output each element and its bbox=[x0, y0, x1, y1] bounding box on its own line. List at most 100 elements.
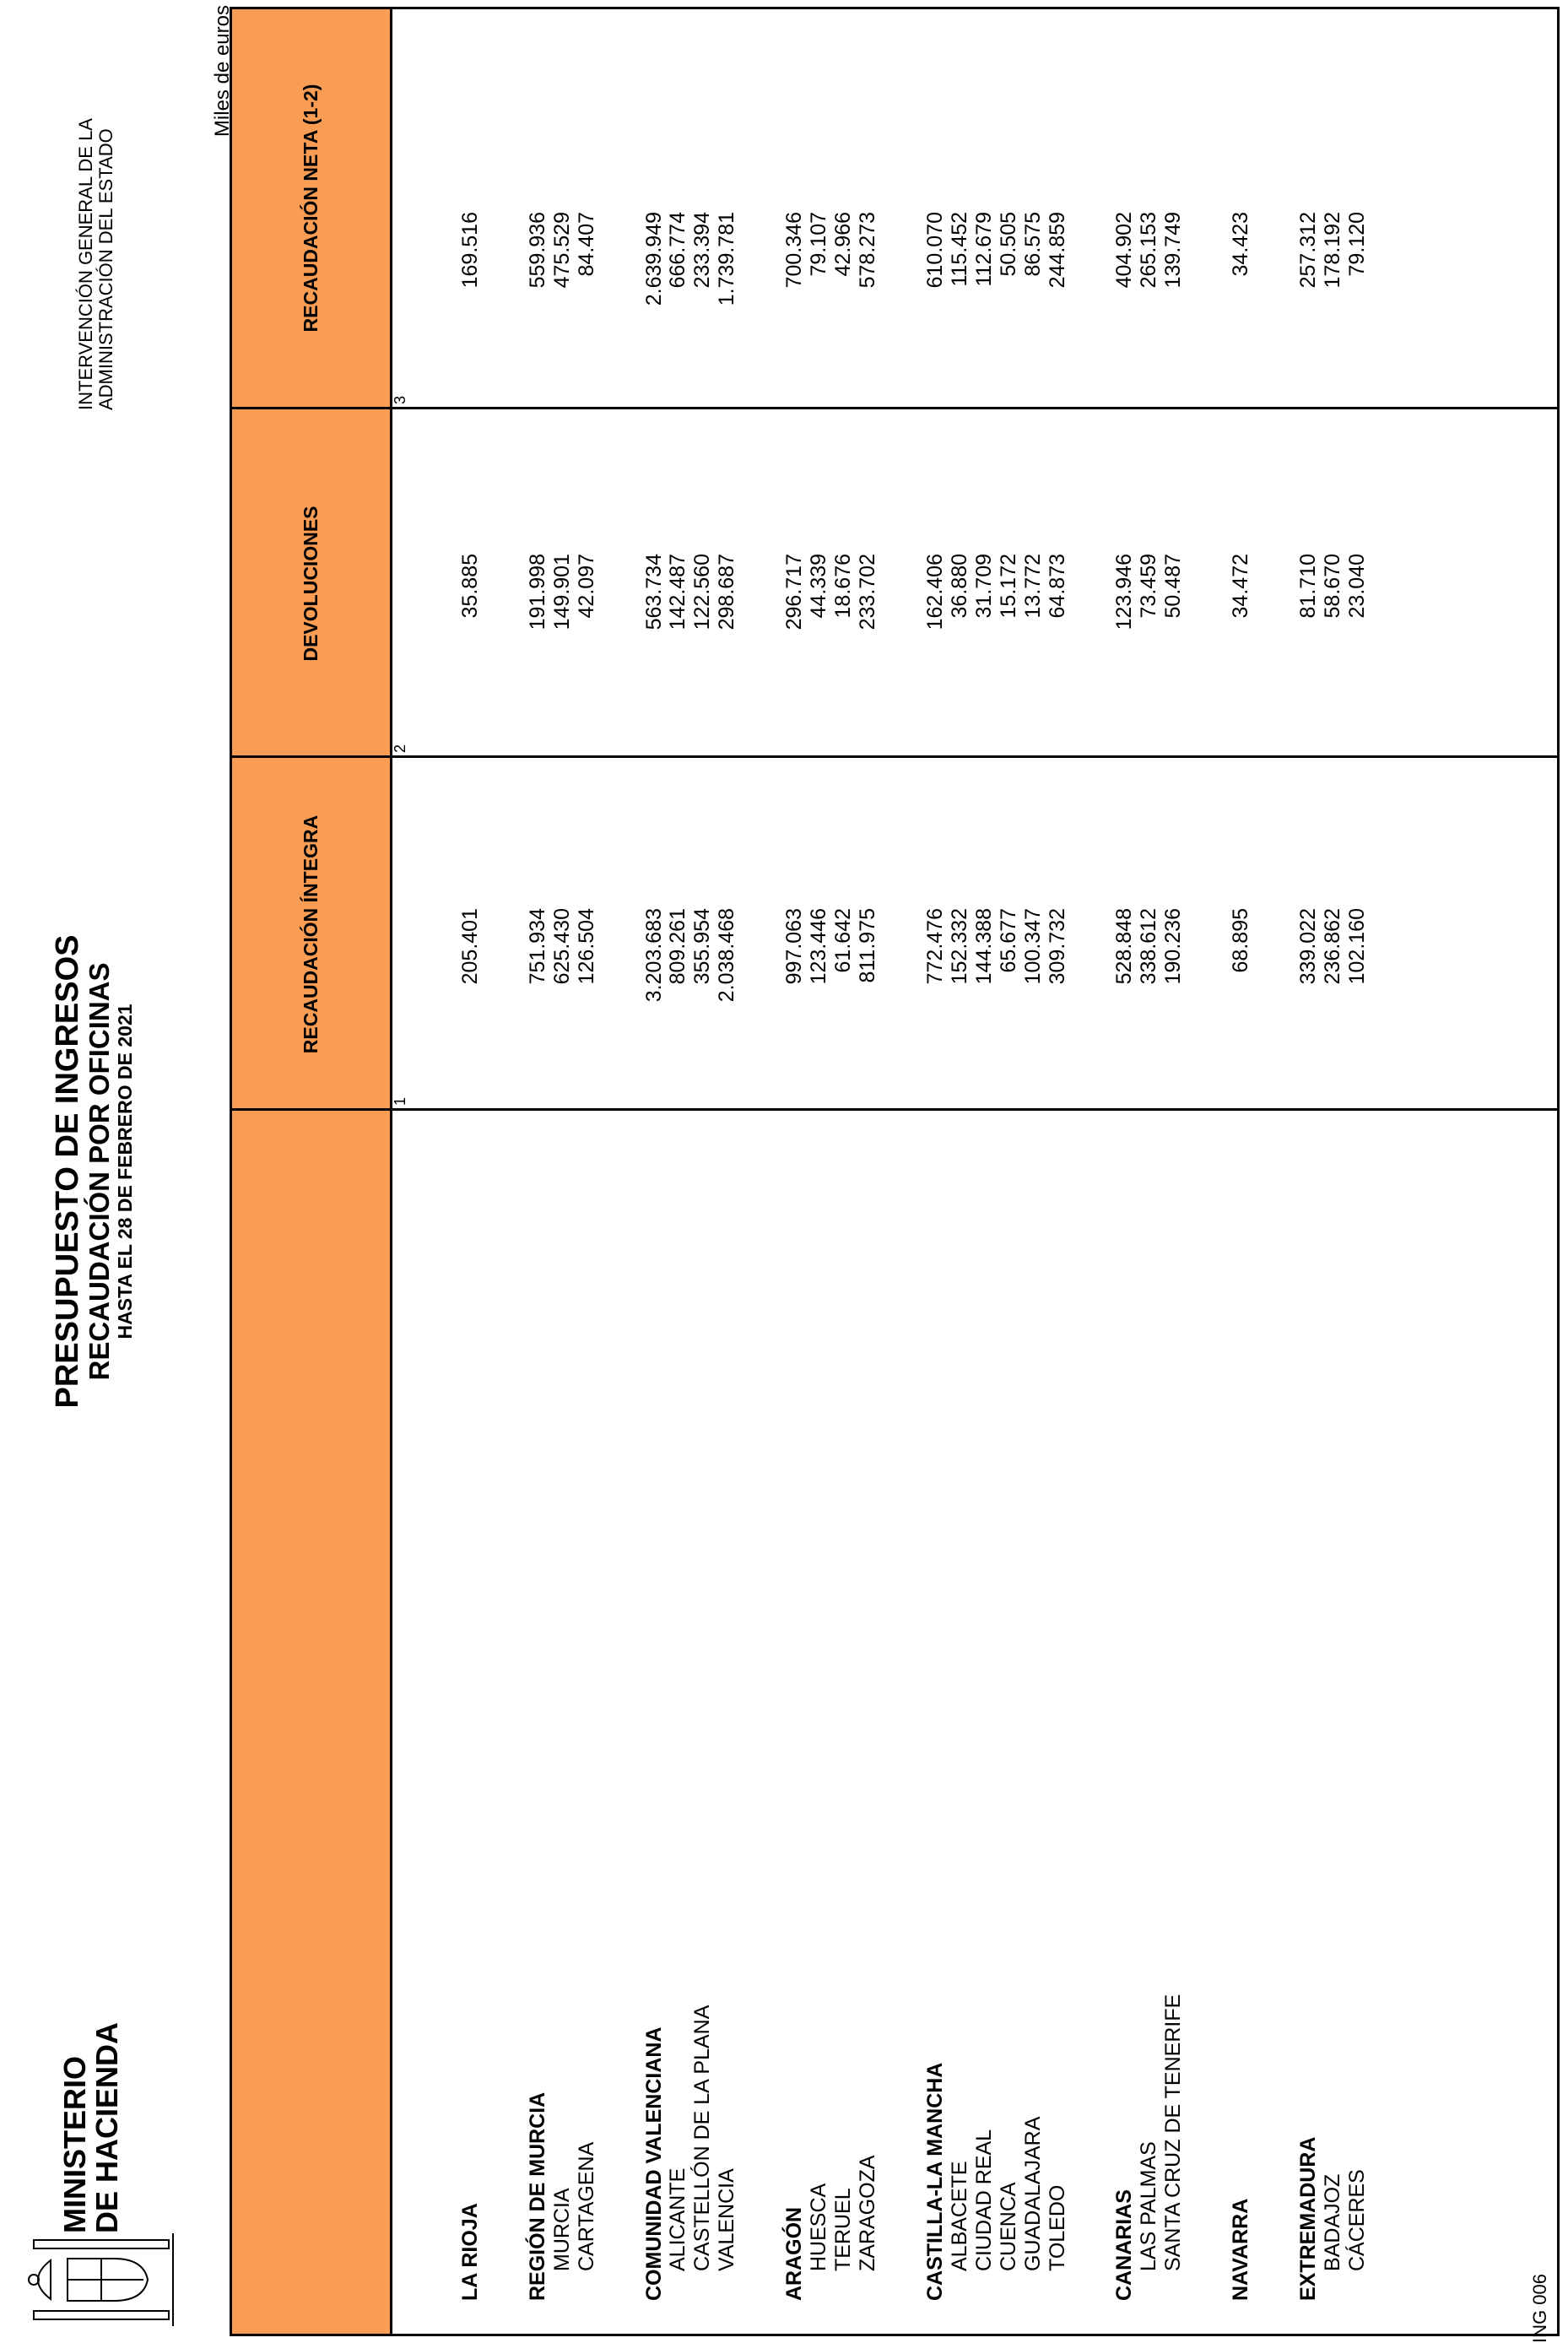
cell-devoluciones: 81.710 bbox=[1296, 554, 1320, 619]
cell-devoluciones: 233.702 bbox=[856, 554, 879, 630]
cell-integra: 809.261 bbox=[666, 908, 689, 985]
column-header-integra: RECAUDACIÓN ÍNTEGRA bbox=[300, 814, 322, 1054]
column-header-devoluciones: DEVOLUCIONES bbox=[300, 506, 322, 662]
office-name: CÁCERES bbox=[1345, 2169, 1369, 2271]
cell-neta: 79.107 bbox=[807, 212, 830, 277]
cell-devoluciones: 191.998 bbox=[526, 554, 549, 630]
cell-integra: 338.612 bbox=[1137, 908, 1160, 985]
cell-neta: 244.859 bbox=[1046, 212, 1069, 289]
cell-neta: 559.936 bbox=[526, 212, 549, 289]
cell-devoluciones: 563.734 bbox=[642, 554, 666, 630]
cell-integra: 100.347 bbox=[1021, 908, 1045, 985]
cell-integra: 61.642 bbox=[831, 908, 855, 973]
title-date: HASTA EL 28 DE FEBRERO DE 2021 bbox=[114, 1004, 136, 1339]
office-name: MURCIA bbox=[550, 2188, 574, 2271]
cell-devoluciones: 123.946 bbox=[1112, 554, 1136, 630]
cell-devoluciones: 142.487 bbox=[666, 554, 689, 630]
office-name: BADAJOZ bbox=[1321, 2173, 1344, 2271]
column-header-neta: RECAUDACIÓN NETA (1-2) bbox=[300, 84, 322, 333]
office-name: SANTA CRUZ DE TENERIFE bbox=[1161, 1994, 1185, 2271]
cell-integra: 2.038.468 bbox=[715, 908, 738, 1003]
office-name: CASTELLÓN DE LA PLANA bbox=[690, 2005, 714, 2271]
cell-integra: 339.022 bbox=[1296, 908, 1320, 985]
agency-line-2: ADMINISTRACIÓN DEL ESTADO bbox=[95, 128, 116, 410]
office-name: CIUDAD REAL bbox=[972, 2129, 996, 2271]
office-name: LAS PALMAS bbox=[1137, 2141, 1160, 2271]
cell-devoluciones: 36.880 bbox=[948, 554, 971, 619]
cell-devoluciones: 34.472 bbox=[1229, 554, 1252, 619]
header-divider bbox=[390, 7, 392, 2336]
cell-devoluciones: 18.676 bbox=[831, 554, 855, 619]
cell-integra: 751.934 bbox=[526, 908, 549, 985]
cell-devoluciones: 31.709 bbox=[972, 554, 996, 619]
cell-integra: 68.895 bbox=[1229, 908, 1252, 973]
cell-neta: 610.070 bbox=[923, 212, 947, 289]
region-name: ARAGÓN bbox=[782, 2206, 806, 2301]
cell-neta: 578.273 bbox=[856, 212, 879, 289]
cell-integra: 772.476 bbox=[923, 908, 947, 985]
office-name: TOLEDO bbox=[1046, 2184, 1069, 2271]
cell-integra: 205.401 bbox=[458, 908, 482, 985]
coat-of-arms-icon bbox=[28, 2233, 174, 2326]
cell-devoluciones: 296.717 bbox=[782, 554, 806, 630]
cell-neta: 700.346 bbox=[782, 212, 806, 289]
office-name: VALENCIA bbox=[715, 2168, 738, 2271]
column-number: 2 bbox=[392, 744, 408, 753]
cell-devoluciones: 50.487 bbox=[1161, 554, 1185, 619]
cell-neta: 265.153 bbox=[1137, 212, 1160, 289]
agency-line-1: INTERVENCIÓN GENERAL DE LA bbox=[75, 118, 96, 410]
cell-neta: 34.423 bbox=[1229, 212, 1252, 277]
cell-neta: 257.312 bbox=[1296, 212, 1320, 289]
cell-neta: 475.529 bbox=[550, 212, 574, 289]
cell-integra: 102.160 bbox=[1345, 908, 1369, 985]
cell-devoluciones: 64.873 bbox=[1046, 554, 1069, 619]
cell-neta: 112.679 bbox=[972, 212, 996, 287]
office-name: ALBACETE bbox=[948, 2161, 971, 2271]
cell-neta: 50.505 bbox=[997, 212, 1020, 277]
region-name: EXTREMADURA bbox=[1296, 2136, 1320, 2301]
cell-devoluciones: 149.901 bbox=[550, 554, 574, 630]
column-number: 1 bbox=[392, 1096, 408, 1106]
office-name: HUESCA bbox=[807, 2183, 830, 2271]
cell-integra: 997.063 bbox=[782, 908, 806, 985]
cell-integra: 355.954 bbox=[690, 908, 714, 985]
cell-devoluciones: 13.772 bbox=[1021, 554, 1045, 619]
cell-integra: 126.504 bbox=[575, 908, 598, 985]
cell-devoluciones: 298.687 bbox=[715, 554, 738, 630]
cell-devoluciones: 35.885 bbox=[458, 554, 482, 619]
cell-integra: 309.732 bbox=[1046, 908, 1069, 985]
office-name: ALICANTE bbox=[666, 2167, 689, 2271]
cell-devoluciones: 122.560 bbox=[690, 554, 714, 630]
region-name: REGIÓN DE MURCIA bbox=[526, 2091, 549, 2301]
cell-neta: 139.749 bbox=[1161, 212, 1185, 289]
region-name: LA RIOJA bbox=[458, 2203, 482, 2301]
cell-neta: 169.516 bbox=[458, 212, 482, 289]
cell-neta: 178.192 bbox=[1321, 212, 1344, 289]
cell-integra: 625.430 bbox=[550, 908, 574, 985]
region-name: COMUNIDAD VALENCIANA bbox=[642, 2026, 666, 2301]
cell-integra: 528.848 bbox=[1112, 908, 1136, 985]
region-name: CASTILLA-LA MANCHA bbox=[923, 2062, 947, 2301]
cell-integra: 123.446 bbox=[807, 908, 830, 985]
cell-integra: 144.388 bbox=[972, 908, 996, 985]
cell-devoluciones: 44.339 bbox=[807, 554, 830, 619]
cell-neta: 84.407 bbox=[575, 212, 598, 277]
office-name: TERUEL bbox=[831, 2188, 855, 2271]
cell-devoluciones: 23.040 bbox=[1345, 554, 1369, 619]
office-name: CUENCA bbox=[997, 2182, 1020, 2271]
cell-neta: 666.774 bbox=[666, 212, 689, 289]
region-name: NAVARRA bbox=[1229, 2198, 1252, 2301]
cell-devoluciones: 15.172 bbox=[997, 554, 1020, 619]
cell-neta: 2.639.949 bbox=[642, 212, 666, 306]
cell-neta: 115.452 bbox=[948, 212, 971, 287]
cell-neta: 1.739.781 bbox=[715, 212, 738, 306]
cell-neta: 79.120 bbox=[1345, 212, 1369, 277]
cell-neta: 233.394 bbox=[690, 212, 714, 289]
cell-integra: 152.332 bbox=[948, 908, 971, 985]
cell-devoluciones: 42.097 bbox=[575, 554, 598, 619]
cell-neta: 404.902 bbox=[1112, 212, 1136, 289]
cell-neta: 42.966 bbox=[831, 212, 855, 277]
cell-integra: 811.975 bbox=[856, 908, 879, 983]
cell-devoluciones: 58.670 bbox=[1321, 554, 1344, 619]
